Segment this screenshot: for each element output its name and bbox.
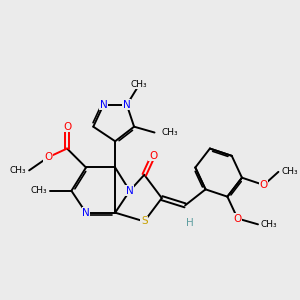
Text: O: O: [260, 180, 268, 190]
Text: N: N: [82, 208, 90, 218]
Text: CH₃: CH₃: [261, 220, 278, 229]
Text: CH₃: CH₃: [130, 80, 147, 89]
Text: CH₃: CH₃: [281, 167, 298, 176]
Text: H: H: [186, 218, 194, 228]
Text: O: O: [44, 152, 52, 162]
Text: O: O: [63, 122, 71, 132]
Text: N: N: [100, 100, 107, 110]
Text: N: N: [126, 186, 134, 196]
Text: O: O: [233, 214, 242, 224]
Text: N: N: [123, 100, 131, 110]
Text: S: S: [141, 216, 148, 226]
Text: CH₃: CH₃: [30, 186, 46, 195]
Text: CH₃: CH₃: [10, 166, 26, 175]
Text: O: O: [149, 151, 157, 161]
Text: CH₃: CH₃: [162, 128, 178, 137]
